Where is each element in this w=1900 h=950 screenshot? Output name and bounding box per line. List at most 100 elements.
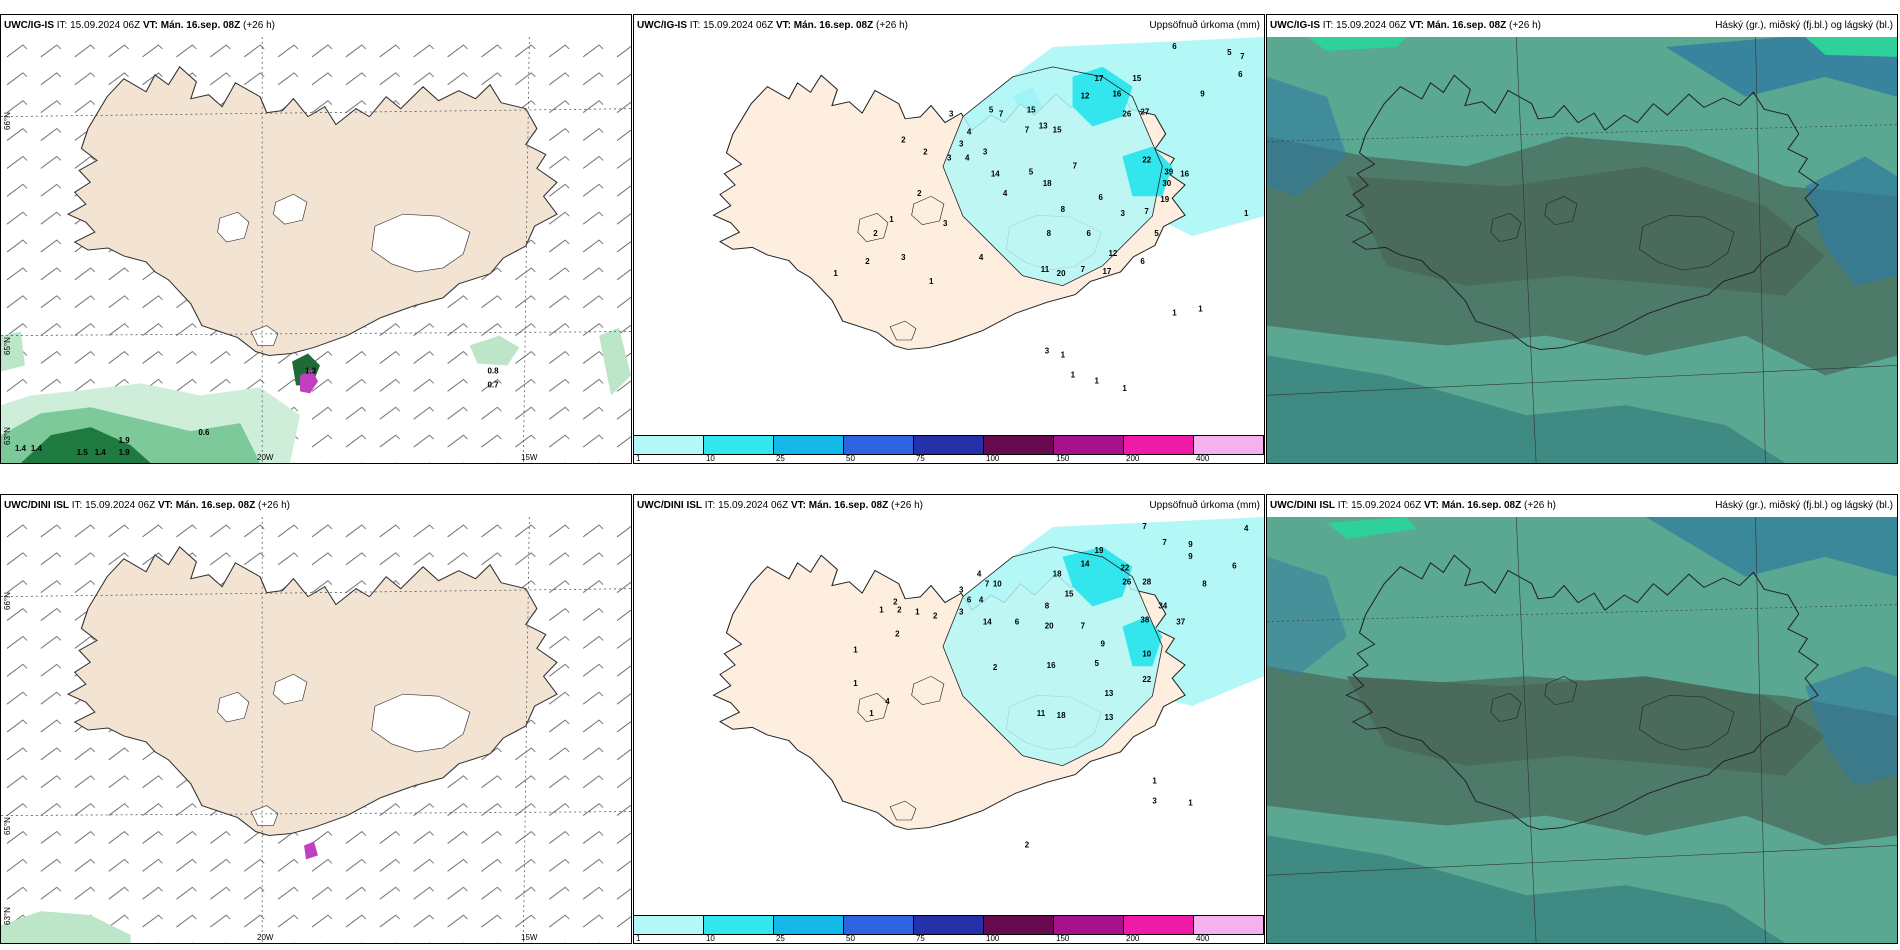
legend-label: 10 xyxy=(705,934,715,943)
precip-value: 1.4 xyxy=(95,448,107,457)
model-name: UWC/DINI ISL xyxy=(637,500,702,511)
precip-value: 3 xyxy=(959,139,964,148)
precip-value: 1 xyxy=(853,679,858,688)
legend-label: 150 xyxy=(1056,934,1070,943)
wind-map xyxy=(1,517,631,943)
precip-value: 11 xyxy=(1037,709,1046,718)
precip-value: 22 xyxy=(1142,675,1151,684)
precip-value: 4 xyxy=(979,253,984,262)
init-time-value: 15.09.2024 06Z xyxy=(718,500,789,511)
precip-value: 5 xyxy=(989,106,994,115)
valid-time-label: VT: xyxy=(790,500,806,511)
legend-swatch xyxy=(844,916,914,934)
legend-label: 400 xyxy=(1195,454,1210,463)
valid-time-label: VT: xyxy=(157,500,173,511)
precip-value: 12 xyxy=(1108,249,1117,258)
precip-value: 39 xyxy=(1164,167,1173,176)
legend-labels: 1 10 25 50 75 100 150 200 400 xyxy=(634,454,1264,463)
precip-value: 3 xyxy=(1120,209,1125,218)
legend-swatch xyxy=(774,436,844,454)
legend-swatch xyxy=(844,436,914,454)
lon-label-15w: 15W xyxy=(521,933,538,942)
precip-value: 1 xyxy=(1122,384,1127,393)
cloud-map xyxy=(1267,517,1897,943)
panel-header: UWC/DINI ISL IT: 15.09.2024 06Z VT: Mán.… xyxy=(1267,495,1897,517)
precip-value: 7 xyxy=(1144,207,1149,216)
precip-value: 19 xyxy=(1160,195,1169,204)
precip-value: 18 xyxy=(1057,711,1066,720)
legend-swatch xyxy=(984,436,1054,454)
lon-label-20w: 20W xyxy=(257,453,274,462)
model-name: UWC/IG-IS xyxy=(1270,20,1320,31)
precip-value: 2 xyxy=(1025,840,1030,849)
valid-time-value: Mán. 16.sep. 08Z xyxy=(808,500,889,511)
precip-value: 1 xyxy=(929,277,934,286)
precip-value: 1.9 xyxy=(119,436,131,445)
panel-header: UWC/IG-IS IT: 15.09.2024 06Z VT: Mán. 16… xyxy=(1267,15,1897,37)
legend-label: 25 xyxy=(775,454,785,463)
precip-value: 2 xyxy=(993,663,998,672)
precip-value: 8 xyxy=(1061,205,1066,214)
valid-time-label: VT: xyxy=(775,20,791,31)
precip-value: 7 xyxy=(1073,161,1078,170)
map-panel-wind-dini: UWC/DINI ISL IT: 15.09.2024 06Z VT: Mán.… xyxy=(0,494,632,944)
precip-value: 17 xyxy=(1095,74,1104,83)
precip-value: 6 xyxy=(1140,257,1145,266)
precip-value: 7 xyxy=(985,580,990,589)
precip-value: 14 xyxy=(1081,560,1090,569)
precip-value: 4 xyxy=(965,153,970,162)
map-panel-wind-igis: UWC/IG-IS IT: 15.09.2024 06Z VT: Mán. 16… xyxy=(0,14,632,464)
init-time-label: IT: xyxy=(1322,20,1334,31)
precip-value: 0.8 xyxy=(487,366,499,375)
precip-value: 15 xyxy=(1027,106,1036,115)
precip-value: 19 xyxy=(1095,546,1104,555)
precip-value: 16 xyxy=(1047,661,1056,670)
precip-value: 9 xyxy=(1188,552,1193,561)
precip-value: 3 xyxy=(949,110,954,119)
precip-value: 30 xyxy=(1162,179,1171,188)
precip-value: 2 xyxy=(917,189,922,198)
legend-label: 1 xyxy=(636,454,641,463)
precip-value: 4 xyxy=(977,570,982,579)
precip-value: 2 xyxy=(933,611,938,620)
legend-label: 75 xyxy=(915,454,925,463)
precip-legend: 1 10 25 50 75 100 150 200 400 xyxy=(634,435,1264,463)
precip-value: 0.6 xyxy=(198,428,210,437)
init-time-value: 15.09.2024 06Z xyxy=(85,500,156,511)
init-time-value: 15.09.2024 06Z xyxy=(70,20,141,31)
precip-value: 2 xyxy=(901,135,906,144)
valid-time-value: Mán. 16.sep. 08Z xyxy=(175,500,256,511)
precip-value: 1.5 xyxy=(77,448,89,457)
precip-value: 18 xyxy=(1053,570,1062,579)
precip-map: 6 5 7 6 9 15 17 12 16 26 27 13 15 3 5 7 … xyxy=(634,37,1264,435)
valid-time-label: VT: xyxy=(142,20,158,31)
precip-value: 2 xyxy=(895,629,900,638)
precip-value: 5 xyxy=(1227,48,1232,57)
valid-time-label: VT: xyxy=(1423,500,1439,511)
precip-value: 18 xyxy=(1043,179,1052,188)
legend-swatch xyxy=(914,916,984,934)
precip-value: 16 xyxy=(1180,169,1189,178)
legend-swatch xyxy=(1124,436,1194,454)
precip-value: 15 xyxy=(1053,126,1062,135)
lat-label-65: 65°N xyxy=(3,817,12,835)
cloud-map xyxy=(1267,37,1897,463)
legend-swatch xyxy=(634,436,704,454)
panel-header: UWC/IG-IS IT: 15.09.2024 06Z VT: Mán. 16… xyxy=(634,15,1264,37)
precip-value: 1 xyxy=(879,606,884,615)
precip-value: 7 xyxy=(1025,126,1030,135)
precip-value: 37 xyxy=(1176,617,1185,626)
precip-value: 20 xyxy=(1057,269,1066,278)
valid-time-value: Mán. 16.sep. 08Z xyxy=(793,20,874,31)
legend-swatch xyxy=(1054,916,1124,934)
precip-value: 4 xyxy=(1244,524,1249,533)
precip-value: 14 xyxy=(983,617,992,626)
precip-value: 3 xyxy=(959,586,964,595)
model-name: UWC/IG-IS xyxy=(637,20,687,31)
legend-swatch xyxy=(1194,436,1264,454)
legend-labels: 1 10 25 50 75 100 150 200 400 xyxy=(634,934,1264,943)
precip-value: 1 xyxy=(1061,350,1066,359)
precip-value: 5 xyxy=(1095,659,1100,668)
precip-value: 12 xyxy=(1081,92,1090,101)
init-time-value: 15.09.2024 06Z xyxy=(1351,500,1422,511)
